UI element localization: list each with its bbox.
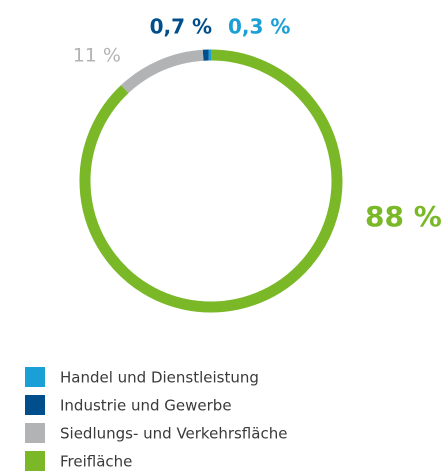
legend-swatch [25, 423, 45, 443]
legend-swatch [25, 451, 45, 471]
legend-label: Siedlungs- und Verkehrsfläche [60, 425, 287, 443]
legend-label: Handel und Dienstleistung [60, 369, 259, 387]
legend-label: Freifläche [60, 453, 132, 471]
data-label: 88 % [365, 200, 442, 233]
data-label: 11 % [73, 45, 121, 67]
legend-swatch [25, 395, 45, 415]
data-label: 0,3 % [228, 15, 290, 39]
donut-segment [79, 49, 343, 313]
data-label: 0,7 % [150, 15, 212, 39]
legend-swatch [25, 367, 45, 387]
legend-label: Industrie und Gewerbe [60, 397, 232, 415]
donut-segment [120, 49, 204, 94]
